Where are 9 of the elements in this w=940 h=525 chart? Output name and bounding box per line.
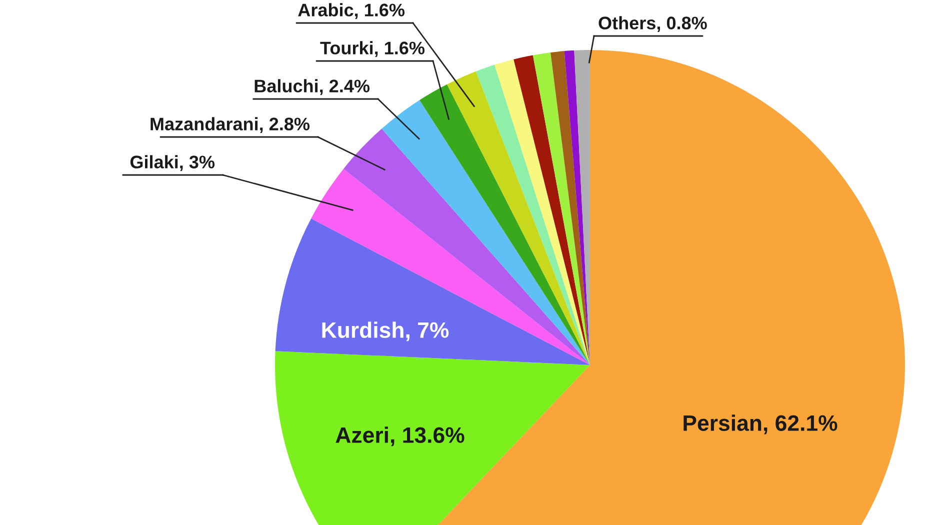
slice-label: Baluchi, 2.4% <box>254 79 370 96</box>
slice-label: Gilaki, 3% <box>130 155 215 172</box>
slice-label: Arabic, 1.6% <box>298 3 405 20</box>
slice-label: Azeri, 13.6% <box>336 426 464 446</box>
slice-label: Others, 0.8% <box>598 16 707 32</box>
slice-label: Kurdish, 7% <box>322 322 449 342</box>
slice-label: Persian, 62.1% <box>684 414 838 434</box>
slice-label: Mazandarani, 2.8% <box>150 117 310 134</box>
slice-label: Tourki, 1.6% <box>320 41 425 58</box>
